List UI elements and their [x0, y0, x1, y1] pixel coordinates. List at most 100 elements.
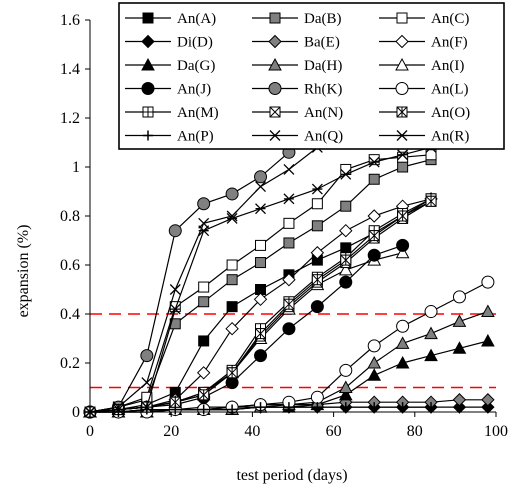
data-point-15-12-shape	[426, 402, 437, 413]
data-point-6-14	[481, 333, 495, 347]
data-point-5-4	[196, 366, 211, 380]
data-point-7-13-shape	[452, 314, 467, 327]
legend-marker-10-shape	[268, 82, 282, 95]
data-point-11-14	[481, 275, 495, 289]
data-point-15-8	[312, 402, 323, 413]
data-point-3-13	[452, 400, 467, 414]
legend-marker-12-cross	[143, 107, 153, 117]
data-point-9-7-shape	[282, 322, 296, 336]
data-point-9-5-shape	[225, 376, 239, 390]
data-point-9-8-shape	[310, 300, 324, 314]
data-point-15-11-shape	[397, 402, 408, 413]
data-point-6-10-shape	[367, 368, 382, 381]
data-point-2-7	[283, 217, 295, 229]
data-point-17-5	[226, 212, 238, 224]
data-point-1-4	[198, 296, 210, 308]
data-point-2-8	[311, 198, 323, 210]
data-point-10-6	[254, 170, 268, 184]
data-point-11-13	[452, 290, 466, 304]
data-point-14-10	[368, 230, 380, 242]
data-point-6-13-shape	[452, 341, 467, 354]
data-point-11-10	[367, 339, 381, 353]
y-tick-label-0: 0	[72, 404, 80, 421]
data-point-2-10-shape	[368, 154, 380, 166]
data-point-14-10-star	[368, 230, 380, 241]
data-point-1-6	[255, 257, 267, 269]
data-point-10-4-shape	[197, 197, 211, 211]
legend-label-14: An(O)	[431, 105, 470, 121]
legend-label-6: Da(G)	[177, 58, 215, 74]
legend-marker-11-shape	[395, 82, 409, 95]
data-point-8-11	[395, 245, 410, 259]
data-point-0-4-shape	[198, 335, 210, 347]
legend-marker-10	[268, 82, 282, 95]
data-point-8-9	[338, 262, 353, 276]
legend-marker-4-shape	[268, 34, 282, 49]
data-point-10-6-shape	[254, 170, 268, 184]
y-tick-label-5: 1	[72, 159, 80, 176]
data-point-17-8	[311, 183, 323, 195]
data-point-6-12	[424, 348, 438, 362]
legend-marker-7	[268, 57, 282, 71]
legend-label-4: Ba(E)	[304, 35, 340, 51]
legend-marker-16	[269, 130, 281, 141]
data-point-17-4-shape	[198, 225, 210, 237]
data-point-5-6-shape	[253, 292, 268, 307]
data-point-15-12	[426, 402, 437, 413]
data-point-2-6-shape	[255, 239, 267, 251]
data-point-9-8	[310, 300, 324, 314]
data-point-7-14	[481, 304, 495, 318]
data-point-5-10	[367, 209, 381, 223]
data-point-5-4-shape	[196, 366, 211, 380]
legend-marker-13	[269, 106, 281, 118]
data-point-7-12-shape	[424, 326, 438, 340]
legend-marker-15	[143, 130, 153, 141]
data-point-1-10-shape	[368, 173, 380, 185]
legend-marker-8	[395, 57, 409, 71]
legend-marker-7-shape	[268, 57, 282, 71]
data-point-15-10	[369, 402, 380, 413]
legend-marker-16-shape	[269, 130, 281, 141]
legend-marker-15-shape	[143, 130, 153, 141]
data-point-10-5	[225, 187, 239, 201]
data-point-9-11	[396, 238, 410, 252]
data-point-11-8	[310, 390, 324, 404]
data-point-9-7	[282, 322, 296, 336]
y-tick-label-6: 1.2	[60, 110, 80, 127]
data-point-7-12	[424, 326, 438, 340]
data-point-10-3	[168, 224, 182, 238]
data-point-14-12	[425, 195, 437, 207]
data-point-14-11-star	[397, 210, 408, 222]
data-point-17-1	[112, 404, 124, 416]
legend-marker-9-shape	[141, 82, 155, 95]
legend-label-16: An(Q)	[304, 129, 343, 145]
data-point-15-4	[198, 404, 209, 415]
data-point-7-10	[367, 355, 382, 369]
data-point-14-8-star	[312, 274, 323, 286]
legend-label-17: An(R)	[431, 129, 469, 145]
data-point-9-10-shape	[367, 248, 381, 262]
legend-label-10: Rh(K)	[304, 82, 342, 98]
data-point-3-13-shape	[452, 400, 467, 414]
legend-marker-4	[268, 34, 282, 49]
data-point-9-9-shape	[339, 275, 353, 289]
data-point-0-9	[340, 242, 352, 254]
legend-marker-5	[395, 34, 409, 49]
x-tick-label-3: 60	[326, 423, 342, 440]
legend-marker-6	[141, 57, 155, 71]
data-point-7-10-shape	[367, 355, 382, 369]
data-point-11-12	[424, 305, 438, 319]
data-point-14-5	[226, 367, 238, 379]
data-point-10-5-shape	[225, 187, 239, 201]
data-point-2-5-shape	[226, 259, 238, 271]
data-point-7-9-shape	[338, 380, 353, 393]
data-point-8-11-shape	[395, 245, 410, 259]
data-point-2-11	[397, 151, 409, 163]
data-point-5-8-shape	[310, 246, 325, 260]
data-point-17-1-shape	[112, 404, 124, 416]
data-point-0-4	[198, 335, 210, 347]
data-point-14-7-star	[283, 298, 295, 310]
data-point-15-3	[170, 404, 181, 415]
data-point-5-10-shape	[367, 209, 381, 223]
legend-marker-14	[396, 106, 408, 118]
